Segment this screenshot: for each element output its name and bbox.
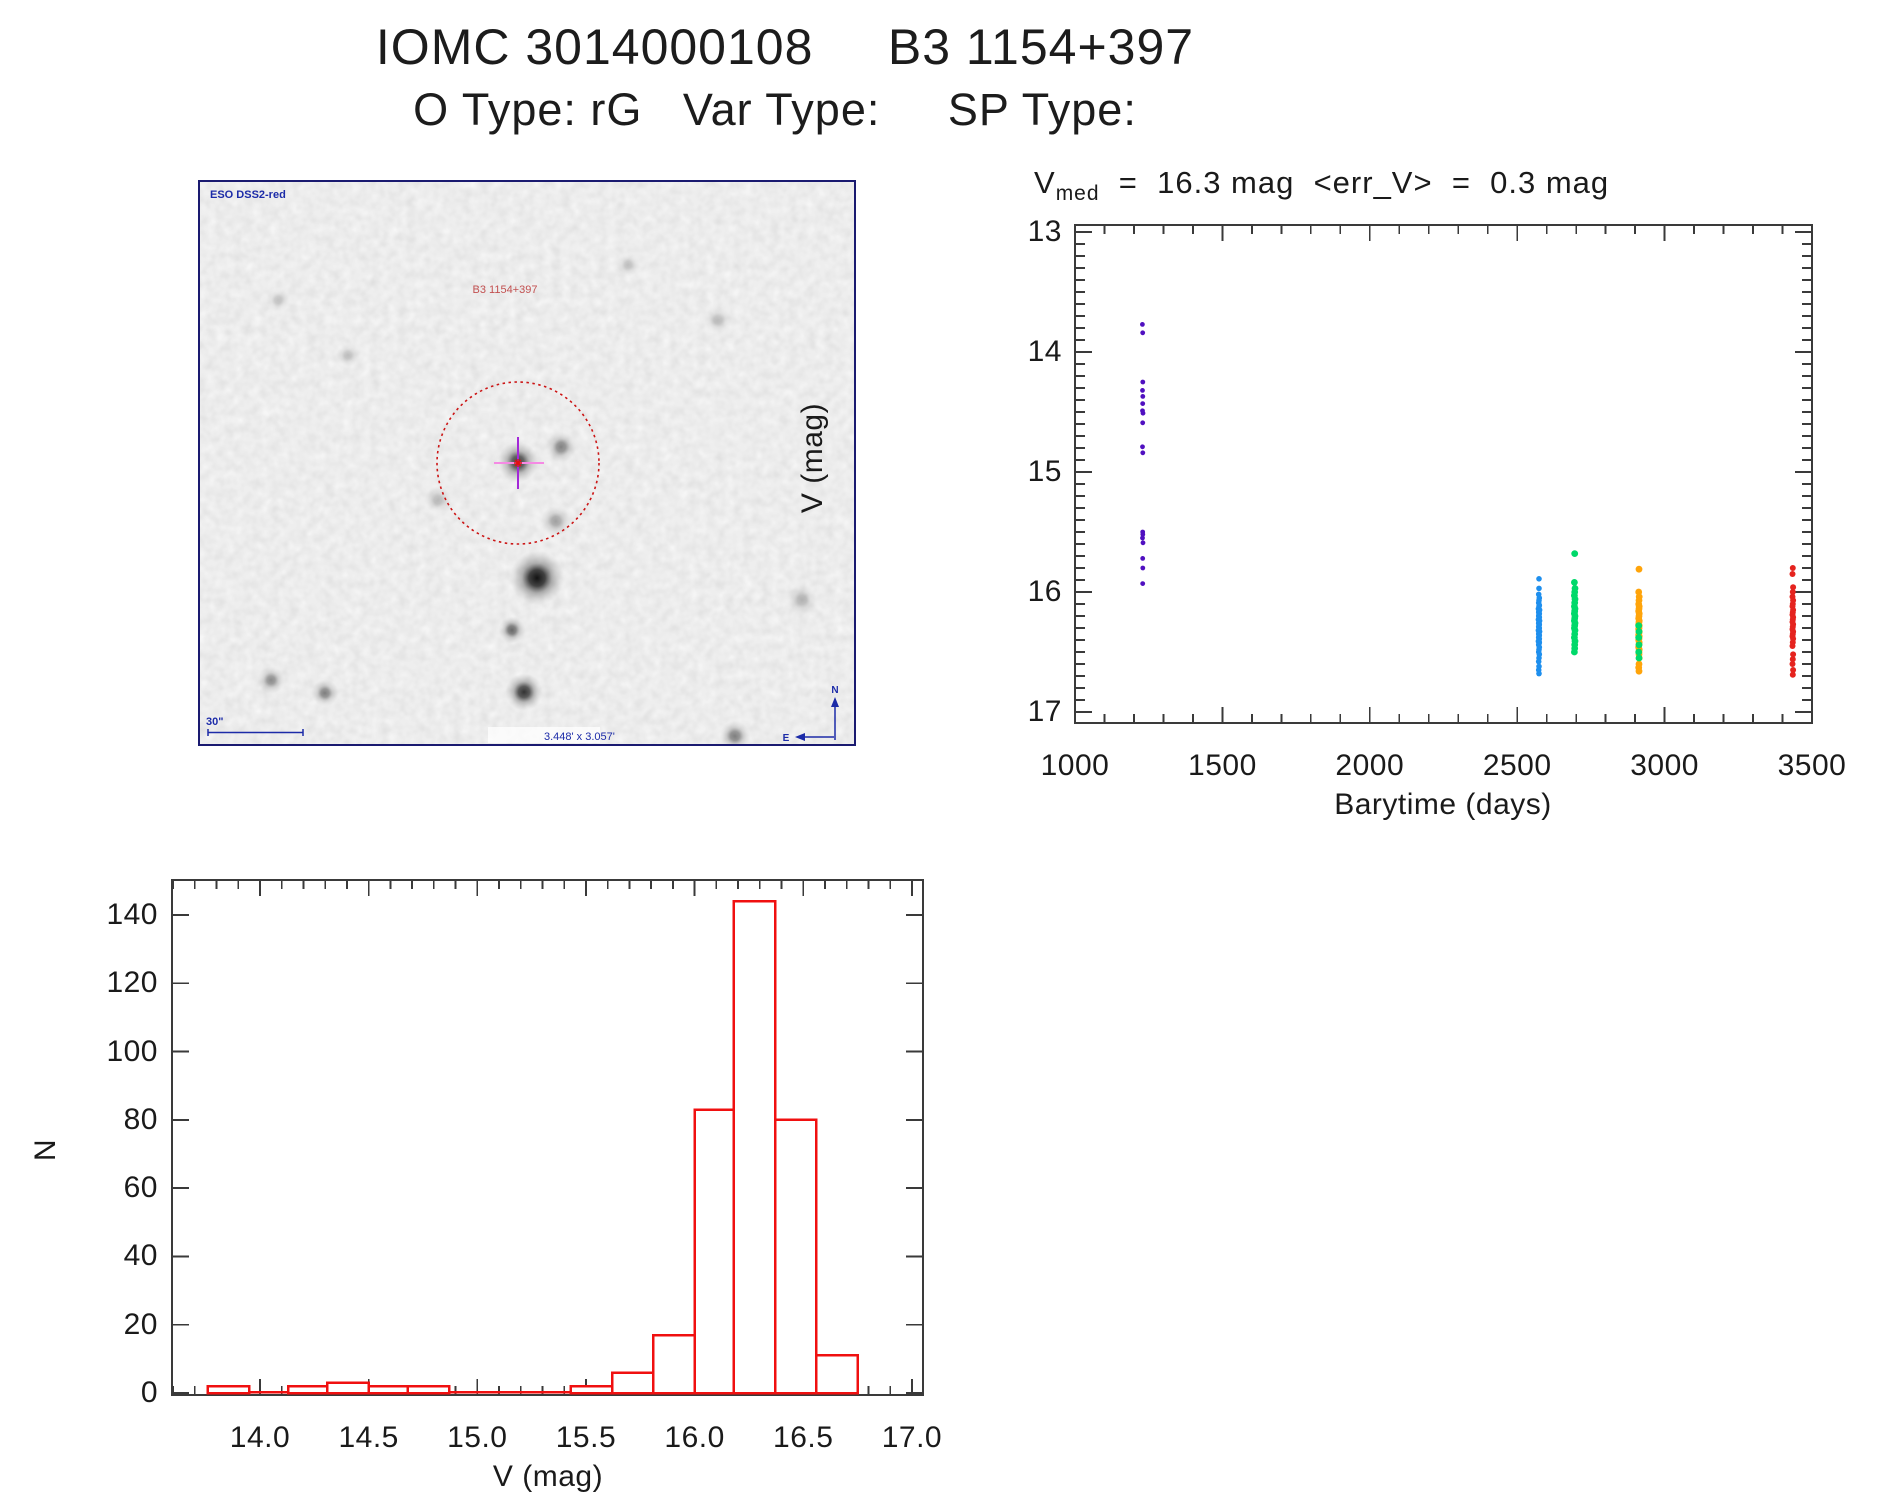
- histogram-y-tick-label: 20: [123, 1307, 158, 1341]
- scale-bar-label: 30": [206, 716, 223, 728]
- lightcurve-y-tick-label: 14: [1027, 335, 1062, 368]
- lightcurve-y-tick-label: 16: [1027, 575, 1062, 608]
- lightcurve-ylabel: V (mag): [796, 402, 829, 514]
- histogram-xlabel: V (mag): [492, 1460, 604, 1493]
- survey-label: ESO DSS2-red: [210, 189, 286, 201]
- histogram-x-tick-label: 14.5: [338, 1421, 399, 1454]
- field-size-text: 3.448' x 3.057': [544, 731, 615, 743]
- scale-bar: 30": [206, 716, 304, 736]
- lightcurve-xlabel: Barytime (days): [1334, 788, 1552, 821]
- histogram-y-tick-label: 140: [106, 897, 158, 931]
- histogram-x-tick-label: 15.0: [447, 1421, 508, 1454]
- target-marks: [436, 381, 600, 545]
- target-name-label: B3 1154+397: [473, 284, 538, 296]
- lightcurve-title-rest: = 16.3 mag <err_V> = 0.3 mag: [1099, 165, 1610, 200]
- histogram-y-tick-label: 0: [140, 1376, 158, 1409]
- lightcurve-x-tick-label: 2000: [1335, 749, 1405, 782]
- starfield-stars: [257, 253, 818, 746]
- field-size-label: 3.448' x 3.057': [488, 727, 615, 743]
- histogram-x-tick-label: 16.0: [664, 1421, 725, 1454]
- histogram-x-tick-label: 16.5: [773, 1421, 834, 1454]
- lightcurve-x-tick-label: 3000: [1630, 749, 1699, 782]
- finding-chart-image: ESO DSS2-red B3 1154+397 30" 3.448' x 3.…: [198, 180, 856, 746]
- histogram-y-tick-label: 100: [106, 1034, 158, 1068]
- page-title: IOMC 3014000108 B3 1154+397: [375, 19, 1195, 75]
- histogram-y-tick-label: 80: [123, 1102, 158, 1136]
- compass: N E: [783, 685, 839, 744]
- lightcurve-x-tick-label: 3500: [1777, 749, 1847, 782]
- lightcurve-title-v: V: [1034, 165, 1056, 200]
- compass-north-label: N: [831, 685, 838, 696]
- compass-east-label: E: [783, 733, 790, 744]
- histogram-x-tick-label: 15.5: [555, 1421, 617, 1454]
- lightcurve-title: Vmed = 16.3 mag <err_V> = 0.3 mag: [1034, 165, 1609, 206]
- lightcurve-x-tick-label: 1500: [1188, 749, 1257, 782]
- finding-chart-frame: [198, 180, 856, 746]
- lightcurve-x-tick-label: 2500: [1482, 749, 1552, 782]
- histogram-y-tick-label: 40: [123, 1239, 158, 1273]
- lightcurve-title-sub: med: [1055, 182, 1100, 206]
- histogram-y-tick-label: 120: [106, 966, 158, 1000]
- histogram-y-tick-label: 60: [123, 1171, 158, 1205]
- histogram-x-tick-label: 14.0: [229, 1421, 291, 1454]
- lightcurve-y-tick-label: 13: [1027, 215, 1062, 248]
- lightcurve-y-tick-label: 15: [1027, 455, 1062, 488]
- page-subtitle: O Type: rG Var Type: SP Type:: [413, 84, 1137, 135]
- lightcurve-y-tick-label: 17: [1027, 695, 1062, 728]
- lightcurve-x-tick-label: 1000: [1040, 749, 1110, 782]
- histogram-x-tick-label: 17.0: [881, 1421, 943, 1454]
